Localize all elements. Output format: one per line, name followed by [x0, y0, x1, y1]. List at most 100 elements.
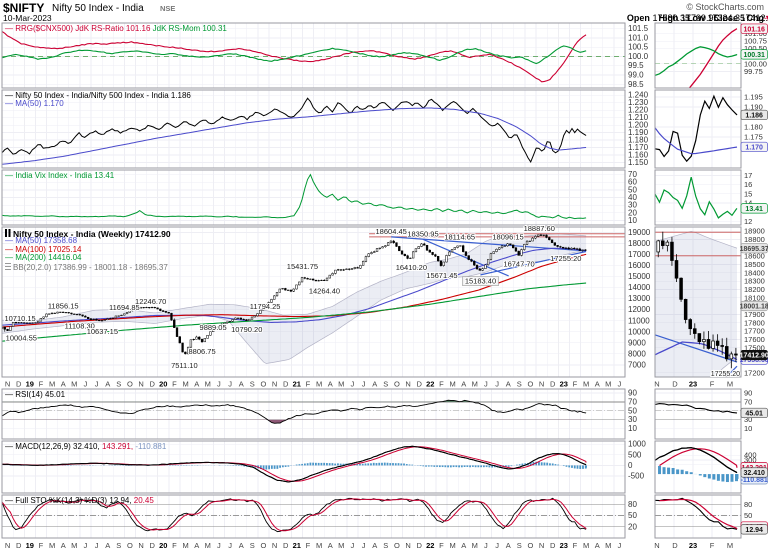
candle	[439, 260, 443, 266]
candle	[462, 245, 465, 252]
mini-y-axis-label: 17700	[744, 327, 765, 336]
x-axis-label: 20	[159, 380, 167, 389]
x-axis-label: M	[49, 541, 55, 550]
candle	[109, 318, 112, 320]
x-axis-label: D	[283, 380, 289, 389]
x-axis-label: O	[527, 541, 533, 550]
candle	[384, 245, 387, 247]
svg-text:101.16: 101.16	[743, 26, 765, 33]
x-axis-label: 22	[426, 541, 434, 550]
candle	[89, 318, 93, 320]
svg-text:1.186: 1.186	[745, 113, 763, 120]
price-annotation: 7511.10	[171, 361, 198, 370]
mini-y-axis-label: 1.195	[744, 93, 763, 102]
candle	[364, 256, 368, 262]
candle	[3, 326, 6, 330]
candle	[406, 255, 409, 259]
y-axis-label: 1.150	[628, 158, 649, 167]
candle	[42, 316, 45, 319]
candle	[9, 326, 12, 331]
price-annotation: 15183.40	[465, 277, 496, 286]
y-axis-label: 1.230	[628, 98, 649, 107]
candle	[431, 252, 434, 255]
x-axis-label: A	[239, 541, 244, 550]
x-axis-label: M	[71, 380, 77, 389]
candle	[398, 246, 401, 252]
candle	[564, 247, 568, 249]
x-axis-label: O	[394, 541, 400, 550]
bollinger-band	[2, 233, 587, 364]
candle	[11, 322, 15, 327]
candle	[434, 254, 437, 257]
candle	[242, 318, 245, 320]
candle	[189, 339, 193, 348]
y-axis-label: 70	[628, 397, 637, 406]
candle	[231, 319, 234, 322]
panel-rrg: 101.5101.0100.5100.099.599.098.5101.0010…	[1, 22, 768, 89]
x-axis-label: F	[573, 541, 578, 550]
candle	[150, 307, 154, 309]
x-axis-label: O	[127, 541, 133, 550]
candle	[234, 317, 237, 320]
candle	[498, 247, 501, 250]
mini-y-axis-label: 18400	[744, 268, 765, 277]
mini-y-axis-label: 17	[744, 171, 752, 180]
candle	[425, 245, 429, 251]
x-axis-label: M	[338, 380, 344, 389]
y-axis-label: 30	[628, 415, 637, 424]
mini-y-axis-label: 17200	[744, 368, 765, 377]
y-axis-label: 20	[628, 522, 637, 531]
y-axis-label: 10000	[628, 327, 651, 336]
candle	[136, 307, 140, 309]
x-axis-label: F	[39, 380, 44, 389]
candle	[370, 252, 373, 254]
candle	[84, 315, 87, 318]
candle	[261, 308, 265, 311]
symbol-name: Nifty 50 Index - India	[52, 3, 144, 14]
legend-text: — RRG($CNX500) JdK RS-Ratio 101.16	[5, 23, 153, 33]
x-axis-label: N	[5, 541, 10, 550]
x-axis-label: A	[506, 380, 511, 389]
candle	[409, 257, 412, 259]
svg-text:1.170: 1.170	[745, 145, 763, 152]
series-rsi	[2, 399, 587, 424]
candle	[389, 240, 393, 244]
legend-text: 143.291,	[99, 441, 134, 451]
high-label: High	[658, 12, 679, 23]
x-axis-label: O	[260, 541, 266, 550]
stockcharts-credit-link[interactable]: © StockCharts.com	[686, 2, 764, 12]
panel-vix-mini	[655, 170, 741, 225]
x-axis-label: J	[228, 541, 232, 550]
x-axis-label: J	[95, 541, 99, 550]
candle	[320, 279, 323, 281]
candle	[311, 278, 315, 281]
candle	[445, 255, 448, 263]
chg-down-icon[interactable]: ▼	[764, 13, 768, 23]
price-annotation: 8806.75	[189, 347, 216, 356]
high-value: 17799.95	[680, 12, 719, 23]
candle	[525, 240, 529, 245]
y-axis-label: 99.0	[628, 71, 644, 80]
panel-rsi: 9070503010907050301045.01	[1, 389, 768, 440]
panel-sto-main	[2, 495, 625, 538]
candle	[520, 249, 523, 256]
x-axis-label: A	[105, 541, 110, 550]
x-axis-label: D	[16, 380, 22, 389]
price-annotation: 11794.25	[250, 302, 281, 311]
candle	[531, 237, 534, 242]
y-axis-label: 70	[628, 170, 637, 179]
svg-text:45.01: 45.01	[745, 411, 763, 418]
x-axis-label: N	[5, 380, 10, 389]
panel-sto-mini	[655, 495, 741, 538]
x-axis-label: D	[149, 380, 155, 389]
x-axis-label: M	[316, 380, 322, 389]
candle	[314, 279, 318, 282]
x-axis-label: J	[84, 541, 88, 550]
legend-ratio-line2: — MA(50) 1.170	[5, 100, 64, 108]
candle	[334, 269, 337, 274]
x-axis-label: M	[449, 541, 455, 550]
candle	[437, 255, 440, 262]
candle	[17, 322, 20, 324]
candle	[537, 234, 540, 237]
legend-vix-line1: — India Vix Index - India 13.41	[5, 171, 114, 180]
